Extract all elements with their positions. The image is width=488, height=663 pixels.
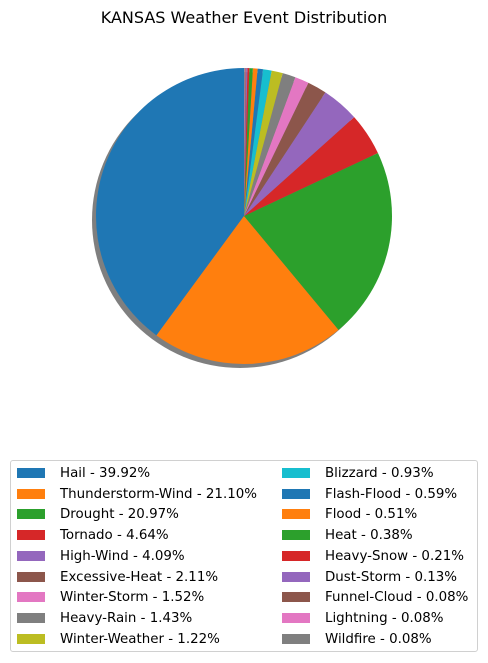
legend-label: Heavy-Rain - 1.43% <box>60 610 193 626</box>
pie-slice-high-wind <box>244 92 355 216</box>
pie-slice-thunderstorm-wind <box>156 216 339 364</box>
legend-swatch <box>17 488 45 499</box>
chart-title: KANSAS Weather Event Distribution <box>100 8 388 27</box>
legend-swatch <box>17 612 45 623</box>
legend-swatch <box>282 550 310 561</box>
pie-slice-heavy-snow <box>244 68 250 216</box>
legend-swatch <box>17 530 45 541</box>
legend-label: Lightning - 0.08% <box>325 610 444 626</box>
legend-swatch <box>282 571 310 582</box>
pie-slice-dust-storm <box>244 68 248 216</box>
legend-swatch <box>17 468 45 478</box>
pie-slice-drought <box>244 152 392 330</box>
legend-swatch <box>282 509 310 520</box>
pie-slice-heavy-rain <box>244 73 296 216</box>
legend-label: Flood - 0.51% <box>325 507 418 523</box>
legend-swatch <box>17 550 45 561</box>
legend-label: High-Wind - 4.09% <box>60 548 185 564</box>
pie-slice-funnel-cloud <box>244 68 247 216</box>
pie-slice-hail <box>96 68 244 336</box>
pie-slice-flash-flood <box>244 68 264 216</box>
pie-chart <box>92 68 392 368</box>
pie-slice-winter-storm <box>244 77 309 216</box>
legend-swatch <box>282 468 310 478</box>
pie-slice-tornado <box>244 117 378 216</box>
legend-label: Flash-Flood - 0.59% <box>325 486 458 502</box>
legend-label: Thunderstorm-Wind - 21.10% <box>60 486 257 502</box>
chart-legend: Hail - 39.92% Thunderstorm-Wind - 21.10% D… <box>10 460 478 652</box>
legend-label: Funnel-Cloud - 0.08% <box>325 590 469 606</box>
legend-label: Wildfire - 0.08% <box>325 631 432 647</box>
legend-label: Heavy-Snow - 0.21% <box>325 548 464 564</box>
legend-label: Winter-Weather - 1.22% <box>60 631 220 647</box>
legend-label: Dust-Storm - 0.13% <box>325 569 457 585</box>
legend-swatch <box>282 633 310 644</box>
legend-label: Tornado - 4.64% <box>60 528 169 544</box>
pie-slice-blizzard <box>244 69 272 216</box>
legend-swatch <box>282 488 310 499</box>
legend-swatch <box>17 509 45 520</box>
legend-label: Heat - 0.38% <box>325 528 413 544</box>
pie-slice-winter-weather <box>244 70 283 216</box>
legend-swatch <box>17 592 45 603</box>
legend-swatch <box>17 571 45 582</box>
pie-slice-heat <box>244 68 253 216</box>
legend-label: Blizzard - 0.93% <box>325 466 434 481</box>
legend-swatch <box>282 612 310 623</box>
pie-slice-lightning <box>244 68 246 217</box>
legend-label: Drought - 20.97% <box>60 507 179 523</box>
legend-swatch <box>282 530 310 541</box>
legend-swatch <box>282 592 310 603</box>
legend-label: Hail - 39.92% <box>60 466 151 481</box>
legend-swatch <box>17 633 45 644</box>
pie-slice-flood <box>244 68 258 216</box>
pie-slice-excessive-heat <box>244 82 326 216</box>
legend-label: Excessive-Heat - 2.11% <box>60 569 219 585</box>
pie-slice-wildfire <box>244 68 245 216</box>
legend-label: Winter-Storm - 1.52% <box>60 590 205 606</box>
